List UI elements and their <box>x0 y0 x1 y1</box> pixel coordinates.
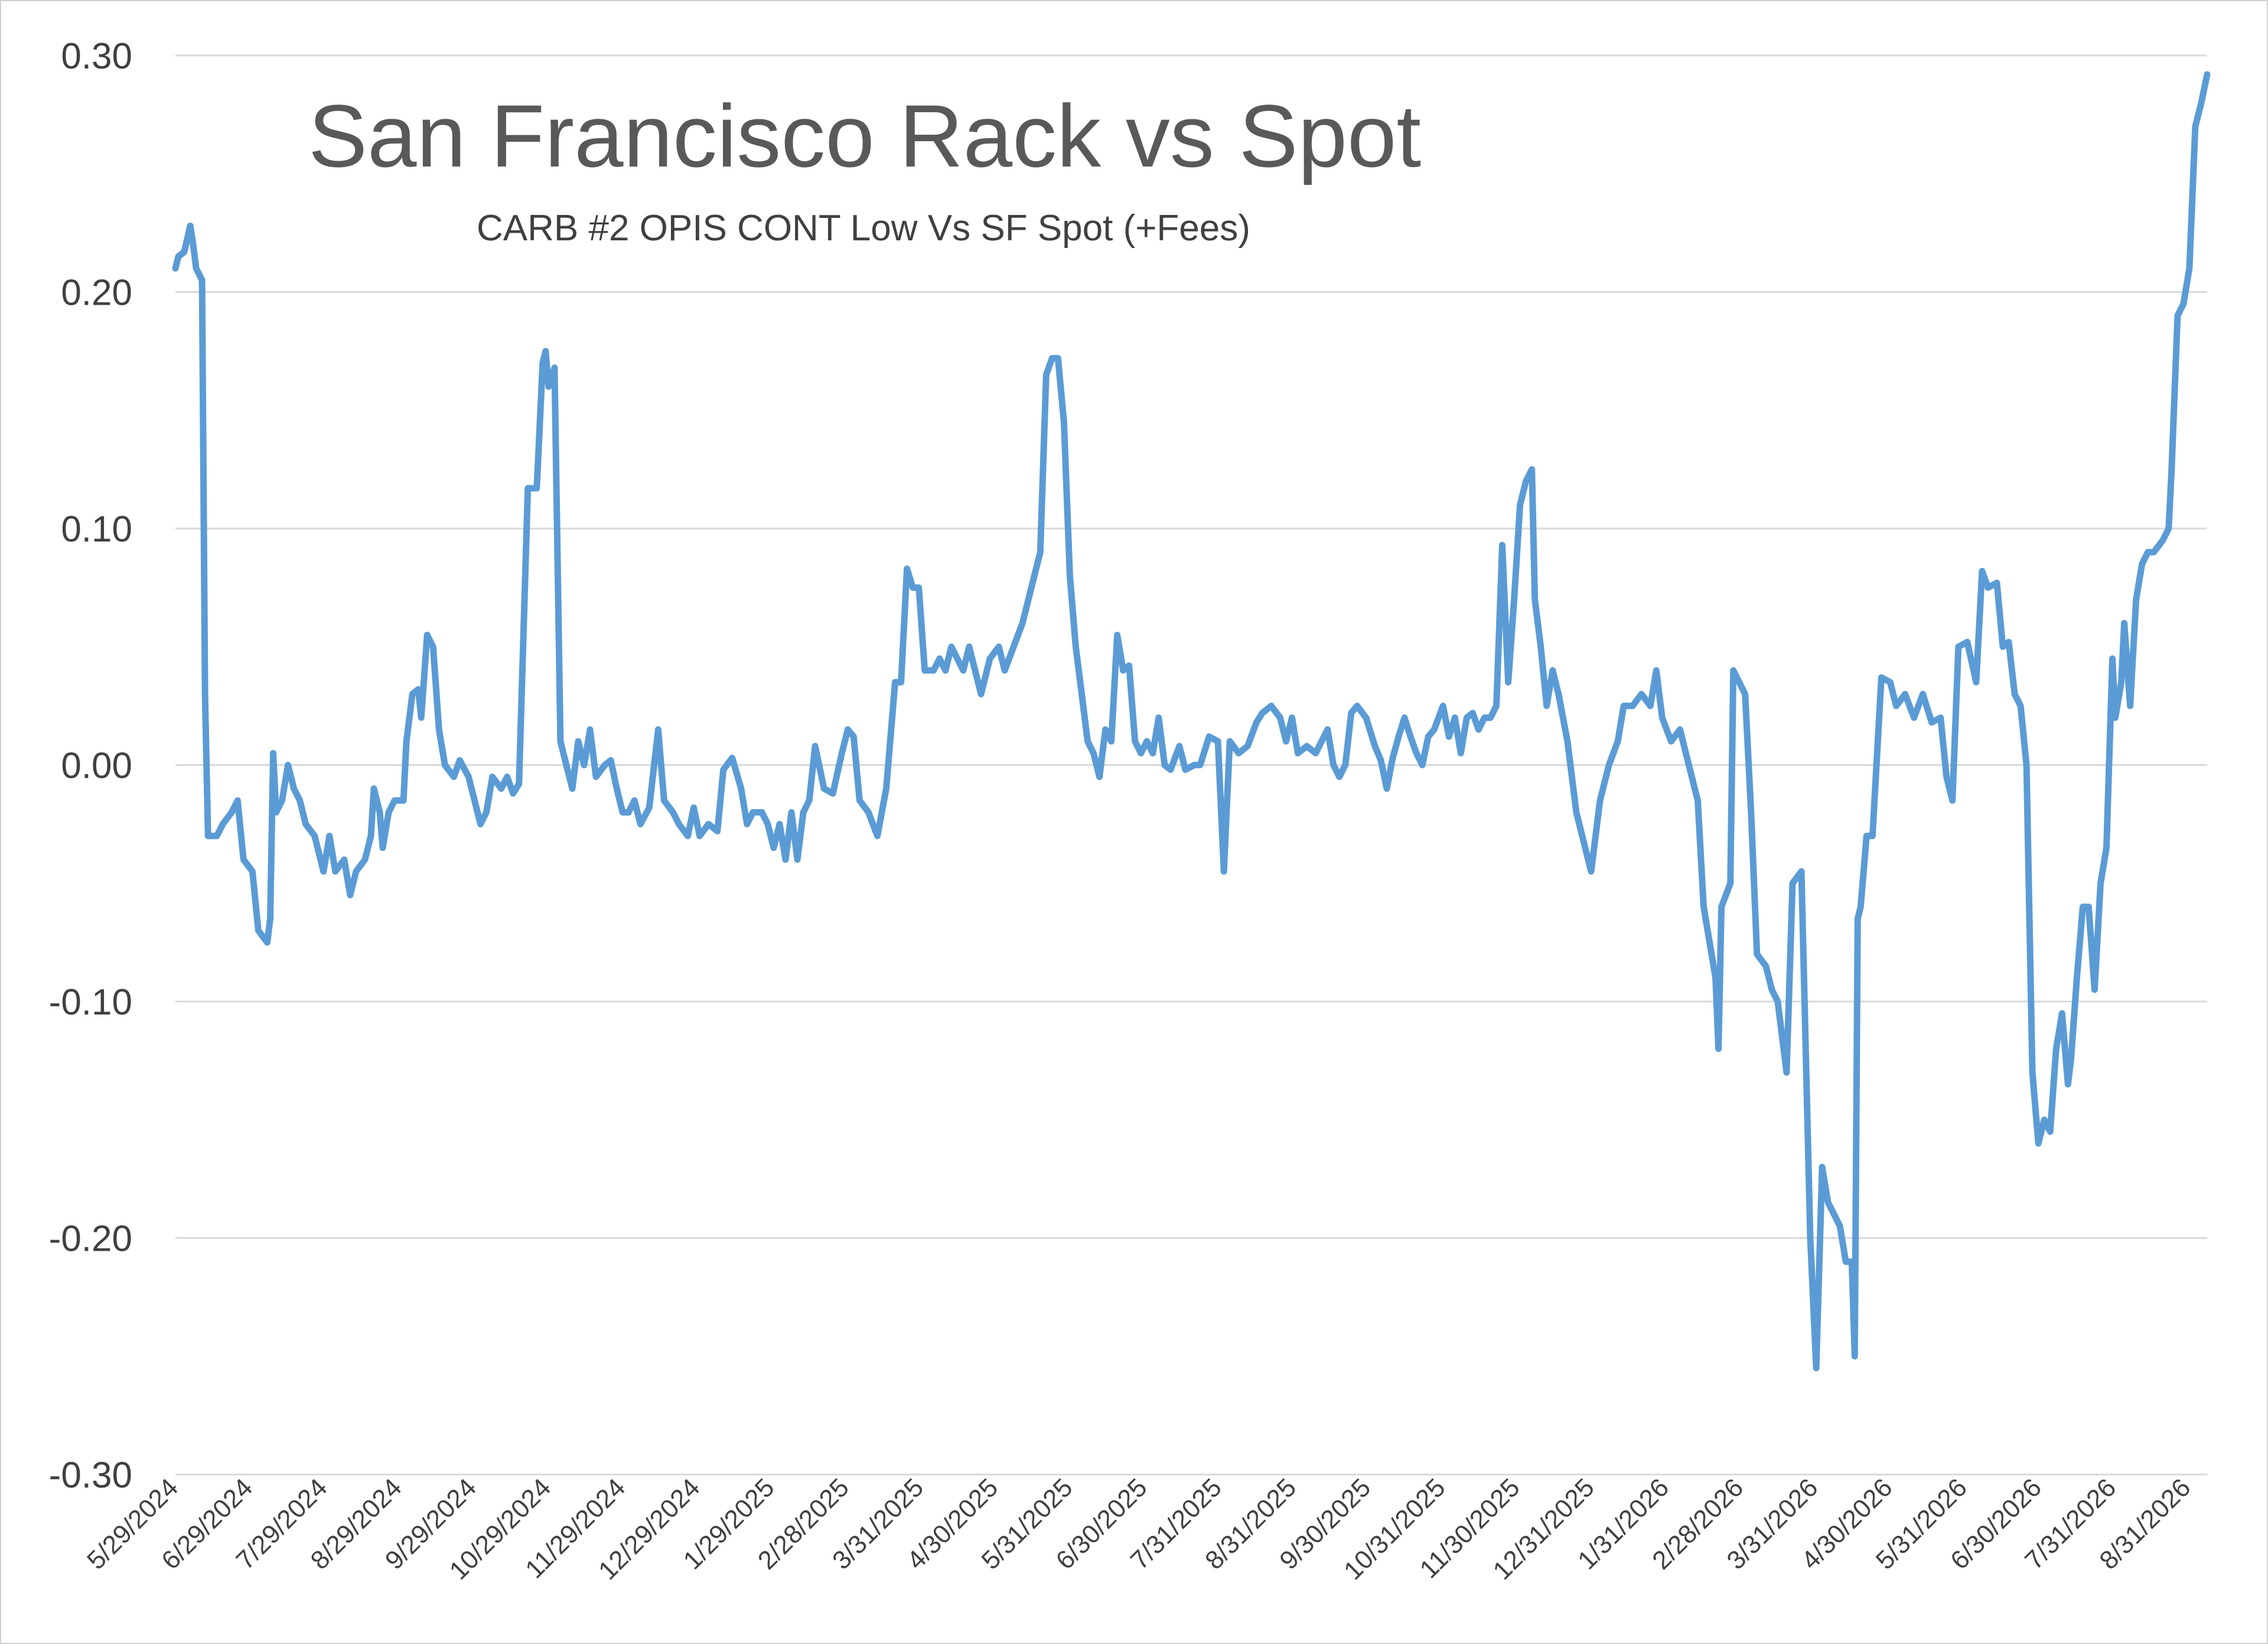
y-tick-label: 0.20 <box>61 273 132 314</box>
chart-title: San Francisco Rack vs Spot <box>308 86 1421 185</box>
x-axis-ticks: 5/29/20246/29/20247/29/20248/29/20249/29… <box>82 1473 2196 1585</box>
series-line <box>172 71 2211 1372</box>
y-tick-label: -0.10 <box>49 982 132 1023</box>
y-tick-label: 0.00 <box>61 746 132 787</box>
y-tick-label: -0.30 <box>49 1455 132 1496</box>
y-tick-label: -0.20 <box>49 1219 132 1260</box>
y-tick-label: 0.30 <box>61 36 132 77</box>
chart-subtitle: CARB #2 OPIS CONT Low Vs SF Spot (+Fees) <box>477 208 1250 249</box>
y-tick-label: 0.10 <box>61 509 132 550</box>
y-axis-ticks: 0.30 0.20 0.10 0.00 -0.10 -0.20 -0.30 <box>49 36 132 1496</box>
gridlines <box>175 54 2207 1476</box>
